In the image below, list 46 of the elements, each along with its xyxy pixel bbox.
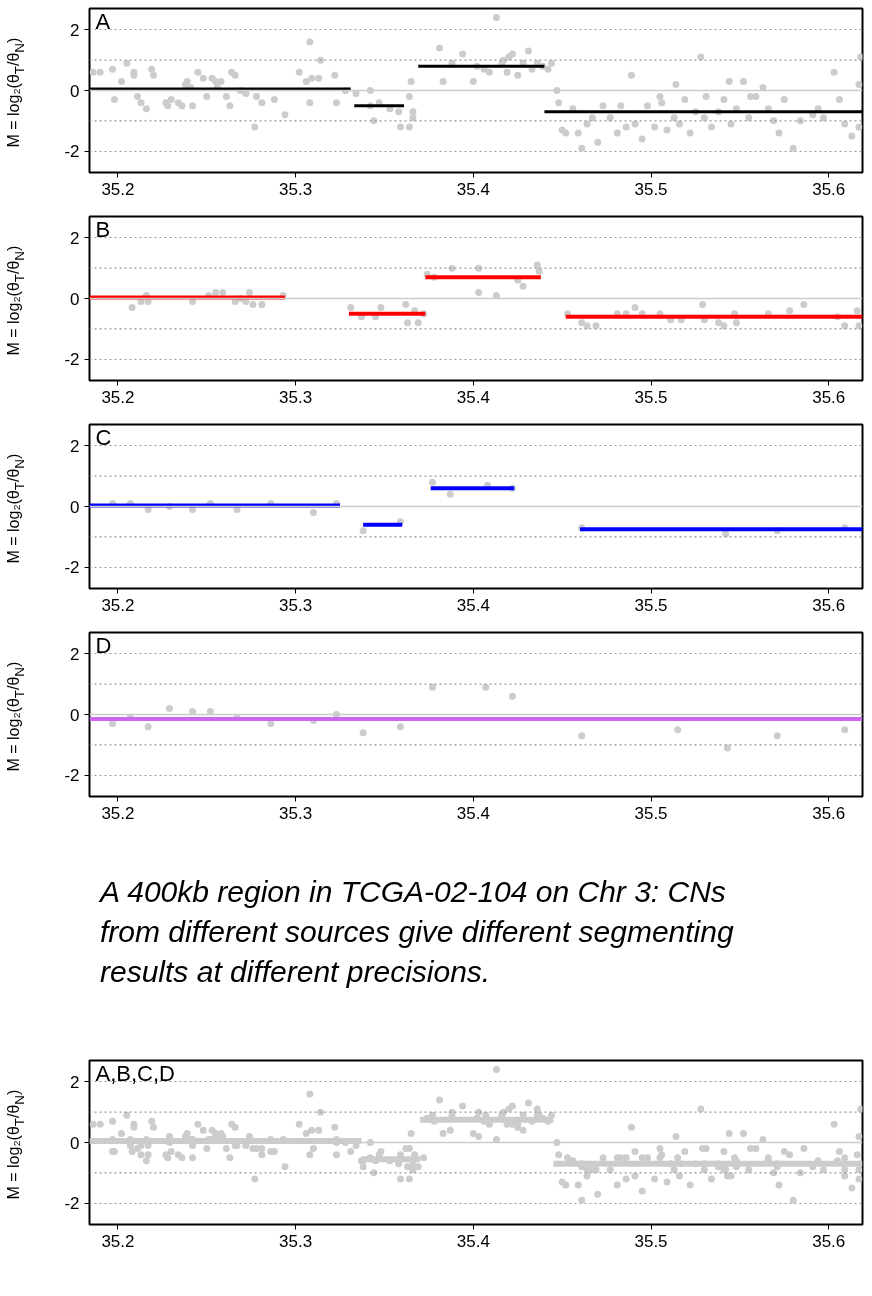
x-tick-label: 35.3 (279, 179, 313, 199)
y-tick-label: 2 (70, 20, 80, 40)
x-tick-label: 35.6 (812, 803, 846, 823)
x-tick-label: 35.3 (279, 595, 313, 615)
x-tick-label: 35.2 (101, 803, 135, 823)
x-tick-label: 35.6 (812, 595, 846, 615)
chart-title: A (95, 8, 111, 34)
x-tick-label: 35.4 (456, 595, 490, 615)
chart-title: A,B,C,D (95, 1060, 175, 1086)
y-tick-label: 2 (70, 1072, 80, 1092)
text: A 400kb region in TCGA-02-104 on Chr 3: CNs from different sources give different segmenting results at different precisions. (100, 874, 735, 990)
x-tick-label: 35.3 (279, 803, 313, 823)
x-tick-label: 35.5 (634, 1231, 668, 1251)
x-tick-label: 35.6 (812, 1231, 846, 1251)
y-tick-label: -2 (64, 558, 80, 578)
y-tick-label: 0 (70, 289, 80, 309)
y-tick-label: -2 (64, 350, 80, 370)
x-tick-label: 35.5 (634, 179, 668, 199)
y-tick-label: 2 (70, 436, 80, 456)
chart-title: C (95, 424, 112, 450)
x-tick-label: 35.2 (101, 1231, 135, 1251)
x-tick-label: 35.5 (634, 387, 668, 407)
y-tick-label: 0 (70, 497, 80, 517)
x-tick-label: 35.6 (812, 179, 846, 199)
y-tick-label: 0 (70, 81, 80, 101)
x-tick-label: 35.4 (456, 179, 490, 199)
x-tick-label: 35.2 (101, 387, 135, 407)
y-tick-label: 0 (70, 705, 80, 725)
x-tick-label: 35.3 (279, 1231, 313, 1251)
x-tick-label: 35.3 (279, 387, 313, 407)
chart-title: B (95, 216, 111, 242)
chart-title: D (95, 632, 112, 658)
x-tick-label: 35.5 (634, 803, 668, 823)
x-tick-label: 35.6 (812, 387, 846, 407)
y-tick-label: -2 (64, 766, 80, 786)
x-tick-label: 35.4 (456, 387, 490, 407)
y-tick-label: 2 (70, 228, 80, 248)
x-tick-label: 35.2 (101, 595, 135, 615)
x-tick-label: 35.4 (456, 803, 490, 823)
x-tick-label: 35.5 (634, 595, 668, 615)
x-tick-label: 35.4 (456, 1231, 490, 1251)
y-tick-label: -2 (64, 142, 80, 162)
y-tick-label: -2 (64, 1194, 80, 1214)
y-tick-label: 0 (70, 1133, 80, 1153)
y-tick-label: 2 (70, 644, 80, 664)
x-tick-label: 35.2 (101, 179, 135, 199)
